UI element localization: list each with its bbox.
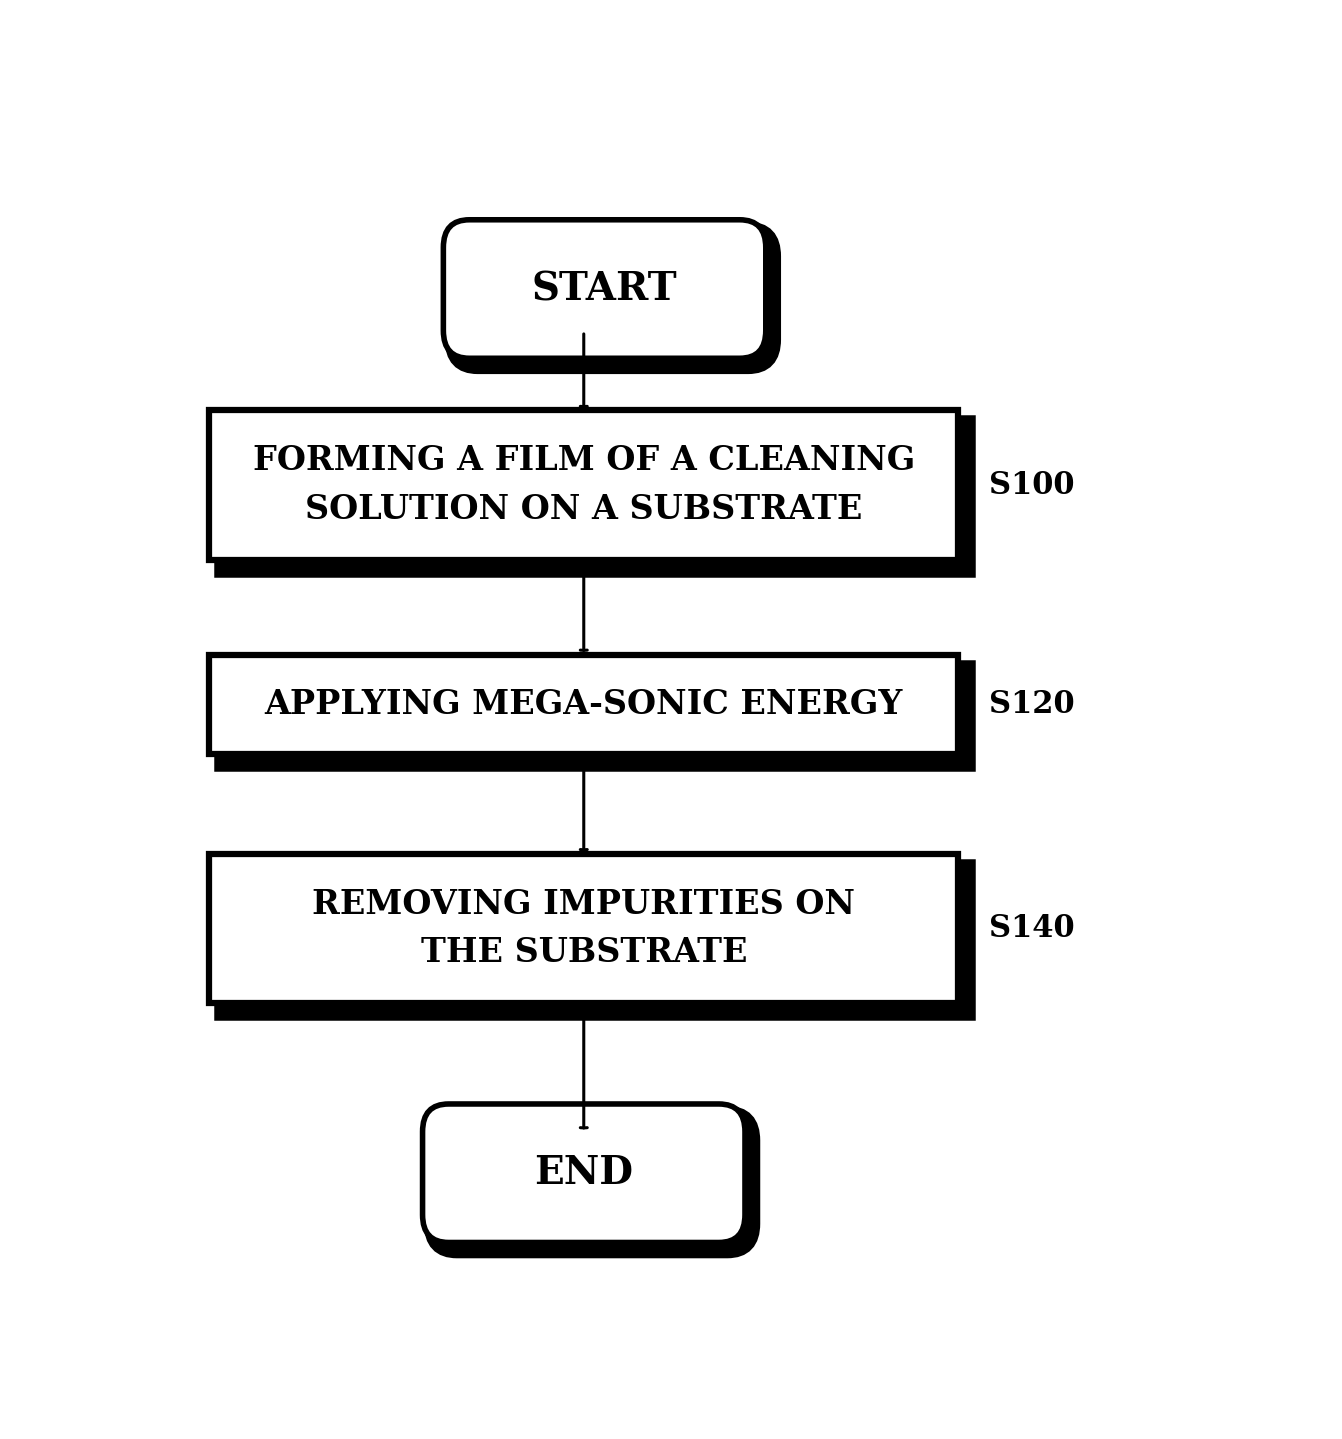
FancyBboxPatch shape	[452, 229, 774, 367]
Text: APPLYING MEGA-SONIC ENERGY: APPLYING MEGA-SONIC ENERGY	[264, 688, 903, 721]
Text: REMOVING IMPURITIES ON
THE SUBSTRATE: REMOVING IMPURITIES ON THE SUBSTRATE	[313, 888, 855, 968]
Text: S140: S140	[989, 912, 1075, 944]
FancyBboxPatch shape	[209, 410, 958, 560]
FancyBboxPatch shape	[220, 865, 969, 1014]
FancyBboxPatch shape	[220, 666, 969, 766]
FancyBboxPatch shape	[423, 1104, 745, 1242]
Text: S100: S100	[989, 469, 1075, 501]
Text: S120: S120	[989, 689, 1075, 720]
Text: FORMING A FILM OF A CLEANING
SOLUTION ON A SUBSTRATE: FORMING A FILM OF A CLEANING SOLUTION ON…	[252, 445, 915, 525]
Text: START: START	[531, 271, 678, 308]
FancyBboxPatch shape	[209, 853, 958, 1003]
FancyBboxPatch shape	[209, 655, 958, 754]
Text: END: END	[534, 1154, 633, 1193]
FancyBboxPatch shape	[220, 422, 969, 571]
FancyBboxPatch shape	[443, 220, 766, 358]
FancyBboxPatch shape	[431, 1112, 753, 1252]
